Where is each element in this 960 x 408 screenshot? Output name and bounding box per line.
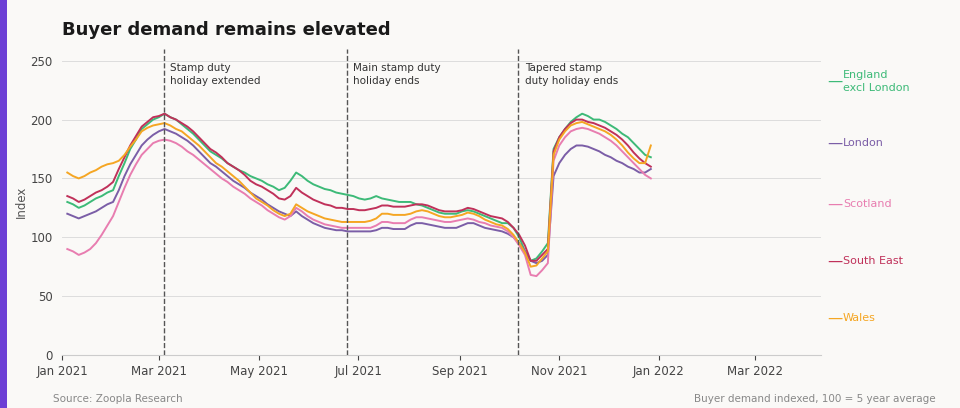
Text: England
excl London: England excl London [843, 71, 909, 93]
Text: —: — [828, 135, 843, 150]
Text: Tapered stamp
duty holiday ends: Tapered stamp duty holiday ends [525, 63, 618, 86]
Text: London: London [843, 138, 884, 148]
Text: Buyer demand indexed, 100 = 5 year average: Buyer demand indexed, 100 = 5 year avera… [694, 394, 936, 404]
Text: —: — [828, 311, 843, 326]
Text: Main stamp duty
holiday ends: Main stamp duty holiday ends [353, 63, 441, 86]
Text: —: — [828, 254, 843, 268]
Text: South East: South East [843, 256, 902, 266]
Text: Scotland: Scotland [843, 199, 892, 209]
Y-axis label: Index: Index [14, 186, 28, 218]
Text: Wales: Wales [843, 313, 876, 323]
Text: Stamp duty
holiday extended: Stamp duty holiday extended [170, 63, 261, 86]
Text: Buyer demand remains elevated: Buyer demand remains elevated [62, 21, 391, 39]
Text: —: — [828, 197, 843, 211]
Text: —: — [828, 74, 843, 89]
Text: Source: Zoopla Research: Source: Zoopla Research [53, 394, 182, 404]
